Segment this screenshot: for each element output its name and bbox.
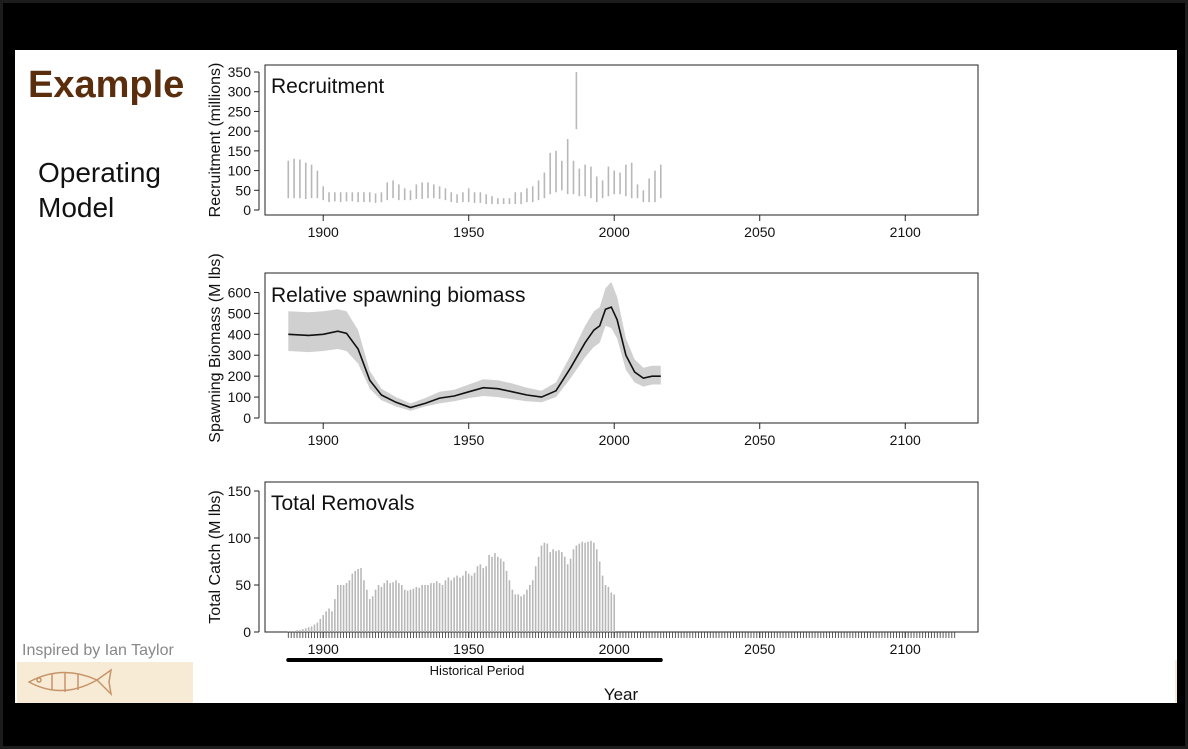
biomass-line — [288, 306, 661, 409]
subtitle-line-2: Model — [38, 192, 115, 223]
recruitment-panel: Recruitment Recruitment (millions) 1900 1… — [207, 63, 979, 240]
plot-frame — [264, 64, 979, 216]
window-frame: Example Operating Model Inspired by Ian … — [3, 3, 1185, 746]
x-tick-label: 2000 — [599, 224, 630, 240]
y-tick-label: 100 — [228, 389, 252, 405]
y-tick-label: 0 — [243, 410, 251, 426]
subtitle-line-1: Operating — [38, 157, 161, 188]
annotation-label: Historical Period — [430, 663, 525, 678]
y-tick-label: 50 — [235, 182, 251, 198]
y-axis-label-biomass: Spawning Biomass (M lbs) — [207, 253, 224, 442]
y-tick-label: 300 — [228, 84, 252, 100]
slide: Example Operating Model Inspired by Ian … — [15, 50, 1177, 703]
chart-title-recruitment: Recruitment — [271, 75, 384, 98]
y-axis-label-removals: Total Catch (M lbs) — [207, 490, 224, 623]
y-tick-label: 600 — [228, 284, 252, 300]
x-tick-label: 2100 — [890, 641, 921, 657]
chart-title-removals: Total Removals — [271, 492, 415, 515]
x-axis-label: Year — [604, 685, 639, 703]
y-tick-label: 200 — [228, 368, 252, 384]
charts-area: Recruitment Recruitment (millions) 1900 1… — [207, 63, 979, 703]
y-tick-label: 150 — [228, 483, 252, 499]
y-tick-label: 100 — [228, 163, 252, 179]
plot-frame — [264, 272, 979, 424]
decor-box — [1175, 660, 1177, 703]
chart-title-biomass: Relative spawning biomass — [271, 284, 525, 307]
x-tick-label: 2000 — [599, 432, 630, 448]
y-tick-label: 200 — [228, 123, 252, 139]
fish-icon — [27, 668, 113, 697]
x-tick-label: 2050 — [744, 224, 775, 240]
x-tick-label: 2000 — [599, 641, 630, 657]
y-tick-label: 250 — [228, 103, 252, 119]
x-tick-label: 1950 — [453, 641, 484, 657]
fish-logo — [17, 662, 193, 703]
x-tick-label: 1900 — [308, 432, 339, 448]
credit-text: Inspired by Ian Taylor — [22, 642, 174, 659]
x-tick-label: 1950 — [453, 432, 484, 448]
y-tick-label: 0 — [243, 202, 251, 218]
biomass-panel: 1900 1950 2000 2050 21000100200300400500600 … — [207, 253, 979, 448]
y-tick-label: 350 — [228, 64, 252, 80]
y-tick-label: 50 — [235, 577, 251, 593]
y-tick-label: 150 — [228, 143, 252, 159]
x-tick-label: 2100 — [890, 224, 921, 240]
confidence-band — [288, 282, 661, 411]
x-tick-label: 2050 — [744, 432, 775, 448]
y-tick-label: 500 — [228, 305, 252, 321]
y-tick-label: 0 — [243, 624, 251, 640]
x-tick-label: 1950 — [453, 224, 484, 240]
x-tick-label: 2100 — [890, 432, 921, 448]
y-tick-label: 100 — [228, 530, 252, 546]
removals-panel: Total Removals Total Catch (M lbs) 1900 1… — [207, 481, 979, 703]
x-tick-label: 2050 — [744, 641, 775, 657]
y-tick-label: 300 — [228, 347, 252, 363]
slide-title: Example — [28, 64, 185, 106]
slide-subtitle: Operating Model — [38, 155, 198, 225]
y-tick-label: 400 — [228, 326, 252, 342]
plot-frame — [264, 481, 979, 633]
x-tick-label: 1900 — [308, 641, 339, 657]
x-tick-label: 1900 — [308, 224, 339, 240]
y-axis-label-recruitment: Recruitment (millions) — [207, 63, 224, 218]
